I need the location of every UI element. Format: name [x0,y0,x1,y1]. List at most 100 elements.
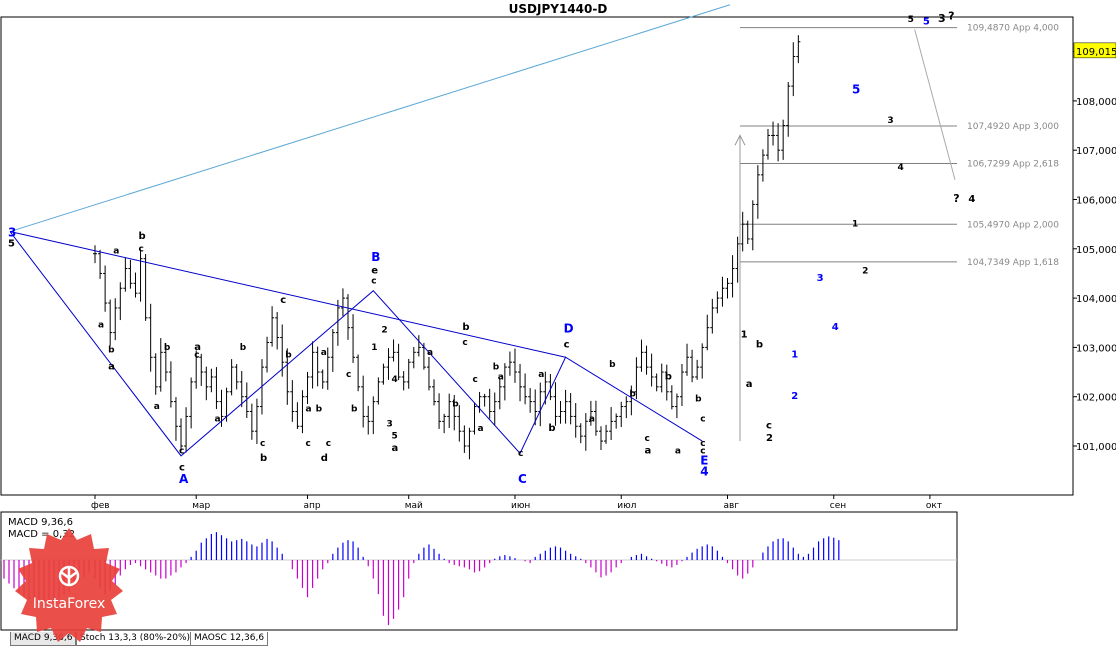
tab-maosc[interactable]: MAOSC 12,36,6 [190,632,269,646]
wave-label: b [164,343,171,353]
price-bar [715,291,720,314]
price-bar [467,427,472,460]
wave-label: 5 [8,238,15,249]
wave-label: a [498,372,504,382]
price-tick-label: 105,000 [1076,245,1116,256]
wave-label: d [321,453,328,464]
wave-label: e [371,265,378,276]
price-bar [533,389,538,426]
price-bar [432,379,437,406]
price-bar [204,366,209,401]
price-bar [472,403,477,435]
main-frame [0,16,1074,496]
wave-label: a [321,348,327,358]
price-bar [553,382,558,426]
wave-label: c [260,439,265,449]
price-bar [310,341,315,389]
price-bar [103,265,108,312]
price-bar [351,314,356,363]
wave-label: a [645,445,652,456]
macd-histogram [1,532,957,626]
wave-label: c [700,446,705,456]
price-bar [113,298,118,341]
fib-label: 109,4870 App 4,000 [967,24,1059,34]
price-bar [234,364,239,390]
price-bar [340,288,345,317]
chart-title: USDJPY1440-D [508,2,608,16]
wave-label: b [240,343,247,353]
price-bar [416,335,421,357]
price-bar [133,272,138,298]
wave-label: c [194,350,199,360]
price-bar [740,211,745,252]
price-bar [781,119,786,160]
price-bar [482,393,487,407]
price-bar [315,346,320,387]
wave-label: 2 [766,433,773,444]
wave-label: a [427,348,433,358]
price-bar [492,392,497,426]
price-bar [254,398,259,445]
time-tick-label: июн [511,501,530,511]
wave-label: 5 [852,83,860,97]
wave-label: a [98,321,104,331]
price-bar [523,373,528,405]
price-bar [664,364,669,401]
price-tick-label: 102,000 [1076,393,1116,404]
price-bar [209,368,214,393]
price-bar [366,405,371,435]
price-bar [512,348,517,383]
price-bar [239,371,244,408]
price-bar [730,255,735,298]
wave-label: b [452,400,459,410]
price-bar [725,278,730,299]
wave-label: c [564,339,570,350]
price-axis: 101,000 102,000 103,000 104,000 105,000 106,0… [1073,48,1116,453]
wave-label: a [589,414,595,424]
price-bar [578,423,583,444]
price-bar [442,413,447,434]
wave-label: 3 [938,12,946,25]
price-bar [300,390,305,434]
wave-label: b [462,322,469,333]
wave-label: b [351,404,358,414]
wave-label: 5 [923,16,930,27]
price-bar [138,249,143,302]
time-axis: фев мар апр май июн июл авг сен окт [91,495,942,511]
price-bar [568,392,573,425]
price-bar [184,407,189,453]
price-bar [639,339,644,372]
wave-labels: 35abcababaccAacabcbcbacbdaccbBec21435aab… [8,10,975,486]
price-bar [330,329,335,372]
fib-label: 105,4970 App 2,000 [967,220,1059,230]
wave-label: c [346,370,351,380]
wave-label: b [260,453,267,464]
price-bar [599,426,603,451]
wave-label: 3 [887,116,893,126]
price-bar [507,351,512,376]
wave-label: ? [953,192,959,205]
current-price-box [1073,42,1116,59]
wave-label: a [214,414,220,424]
price-bar [457,405,462,442]
price-bar [659,363,664,393]
price-bar [634,357,639,400]
wave-lines [9,231,703,457]
wave-label: E [700,454,708,468]
wave-label: 3 [386,419,392,429]
wave-label: a [306,404,312,414]
price-bar [649,353,654,387]
indicator-name: MACD 9,36,6 [8,517,73,528]
price-bar [376,377,381,405]
price-bar [335,299,340,346]
price-bar [750,200,755,251]
wave-label: A [179,472,189,486]
price-bar [695,359,700,380]
price-bar [705,314,710,351]
wave-label: b [756,339,763,350]
price-bar [244,382,249,418]
logo-text: InstaForex [33,596,106,612]
fib-levels: 109,4870 App 4,000 107,4920 App 3,000 106,… [734,24,1059,442]
price-bar [619,401,624,427]
